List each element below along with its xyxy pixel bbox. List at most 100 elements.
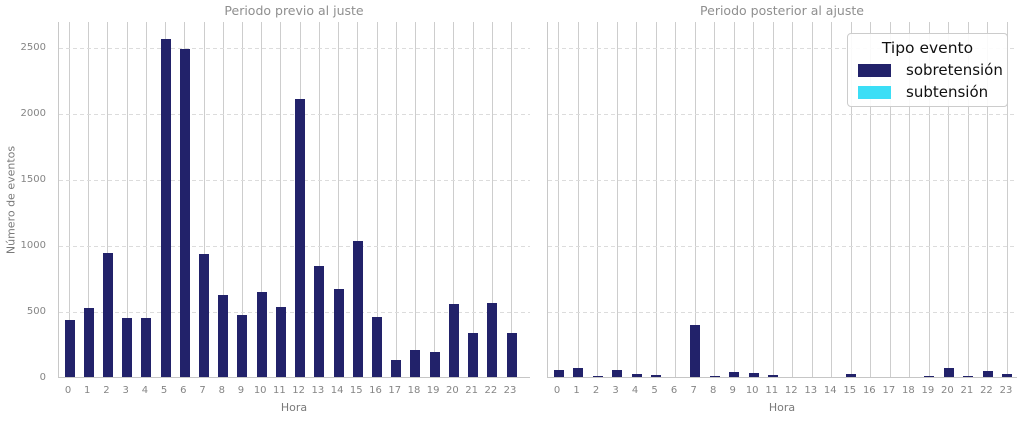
gridline-vertical — [107, 22, 109, 377]
x-tick-label: 16 — [862, 385, 876, 396]
bar-sobretensión-hora-2 — [102, 253, 113, 377]
x-axis-label-previo: Hora — [280, 401, 308, 414]
bar-sobretensión-hora-4 — [631, 374, 642, 377]
x-tick-label: 0 — [553, 385, 561, 396]
gridline-vertical — [126, 22, 128, 377]
gridline-vertical — [928, 22, 930, 377]
gridline-vertical — [733, 22, 735, 377]
x-tick-label: 23 — [999, 385, 1013, 396]
gridline-horizontal — [59, 246, 530, 248]
gridline-vertical — [357, 22, 359, 377]
x-tick-label: 21 — [960, 385, 974, 396]
x-tick-label: 21 — [465, 385, 478, 396]
gridline-vertical — [241, 22, 243, 377]
gridline-horizontal — [59, 114, 530, 116]
x-tick-label: 14 — [823, 385, 837, 396]
gridline-vertical — [675, 22, 677, 377]
bar-sobretensión-hora-12 — [295, 99, 306, 377]
bar-sobretensión-hora-17 — [391, 360, 402, 377]
bar-sobretensión-hora-7 — [199, 254, 210, 377]
bar-sobretensión-hora-19 — [429, 352, 440, 377]
bar-sobretensión-hora-15 — [352, 241, 363, 377]
y-tick-label: 500 — [26, 306, 46, 318]
gridline-vertical — [414, 22, 416, 377]
bar-sobretensión-hora-20 — [448, 304, 459, 377]
x-tick-label: 7 — [690, 385, 697, 396]
gridline-horizontal — [548, 114, 1017, 116]
bar-sobretensión-hora-11 — [768, 375, 779, 377]
x-tick-label: 13 — [804, 385, 818, 396]
x-tick-label: 12 — [292, 385, 305, 396]
x-tick-label: 8 — [709, 385, 717, 396]
x-tick-label: 18 — [901, 385, 915, 396]
gridline-vertical — [318, 22, 320, 377]
gridline-vertical — [772, 22, 774, 377]
gridline-vertical — [987, 22, 989, 377]
x-tick-label: 11 — [765, 385, 779, 396]
bar-sobretensión-hora-2 — [592, 376, 603, 377]
gridline-vertical — [338, 22, 340, 377]
gridline-vertical — [811, 22, 813, 377]
x-tick-label: 7 — [199, 385, 206, 396]
gridline-vertical — [831, 22, 833, 377]
x-tick-label: 19 — [921, 385, 935, 396]
bar-sobretensión-hora-10 — [748, 373, 759, 377]
x-tick-label: 3 — [122, 385, 129, 396]
gridline-horizontal — [548, 180, 1017, 182]
bar-sobretensión-hora-0 — [64, 320, 75, 377]
gridline-vertical — [69, 22, 70, 377]
legend-entry: sobretensión — [856, 59, 1003, 81]
bar-sobretensión-hora-21 — [963, 376, 974, 377]
gridline-vertical — [870, 22, 872, 377]
gridline-vertical — [967, 22, 969, 377]
gridline-vertical — [203, 22, 205, 377]
legend-color-swatch — [858, 63, 891, 77]
x-tick-label: 17 — [388, 385, 402, 396]
x-tick-label: 22 — [484, 385, 498, 396]
gridline-horizontal — [548, 246, 1017, 248]
gridline-vertical — [597, 22, 599, 377]
y-axis-label: Número de eventos — [4, 145, 18, 255]
bar-sobretensión-hora-15 — [846, 374, 857, 377]
legend: Tipo evento sobretensión subtensión — [847, 33, 1008, 107]
gridline-vertical — [850, 22, 852, 377]
gridline-vertical — [434, 22, 436, 377]
plot-area-posterior — [547, 22, 1017, 378]
gridline-vertical — [577, 22, 579, 377]
x-tick-label: 9 — [729, 385, 736, 396]
bar-sobretensión-hora-3 — [612, 370, 623, 377]
gridline-vertical — [616, 22, 618, 377]
x-tick-label: 6 — [670, 385, 678, 396]
x-tick-label: 12 — [784, 385, 798, 396]
bar-sobretensión-hora-1 — [83, 308, 94, 377]
bar-sobretensión-hora-5 — [651, 375, 662, 377]
gridline-vertical — [792, 22, 794, 377]
x-tick-label: 4 — [631, 385, 639, 396]
x-tick-label: 20 — [446, 385, 459, 396]
x-tick-label: 17 — [882, 385, 896, 396]
subplot-title-posterior: Periodo posterior al ajuste — [700, 3, 864, 18]
gridline-vertical — [1006, 22, 1008, 377]
legend-title: Tipo evento — [881, 39, 974, 57]
bar-sobretensión-hora-4 — [141, 318, 152, 377]
bar-sobretensión-hora-14 — [333, 289, 344, 377]
gridline-vertical — [472, 22, 474, 377]
x-tick-label: 1 — [84, 385, 91, 396]
gridline-horizontal — [59, 180, 530, 182]
legend-entry-label: sobretensión — [906, 61, 1003, 79]
x-tick-label: 8 — [218, 385, 225, 396]
gridline-horizontal — [59, 48, 530, 50]
subplot-title-previo: Periodo previo al juste — [224, 3, 364, 18]
bar-sobretensión-hora-11 — [275, 307, 286, 377]
gridline-vertical — [636, 22, 638, 377]
x-tick-label: 19 — [426, 385, 440, 396]
gridline-vertical — [948, 22, 950, 377]
gridline-vertical — [376, 22, 378, 377]
y-tick-label: 0 — [39, 372, 46, 383]
x-tick-label: 10 — [253, 385, 267, 396]
x-tick-label: 16 — [369, 385, 382, 396]
gridline-horizontal — [548, 312, 1017, 314]
bar-sobretensión-hora-23 — [1002, 374, 1013, 377]
x-tick-label: 2 — [103, 385, 110, 396]
